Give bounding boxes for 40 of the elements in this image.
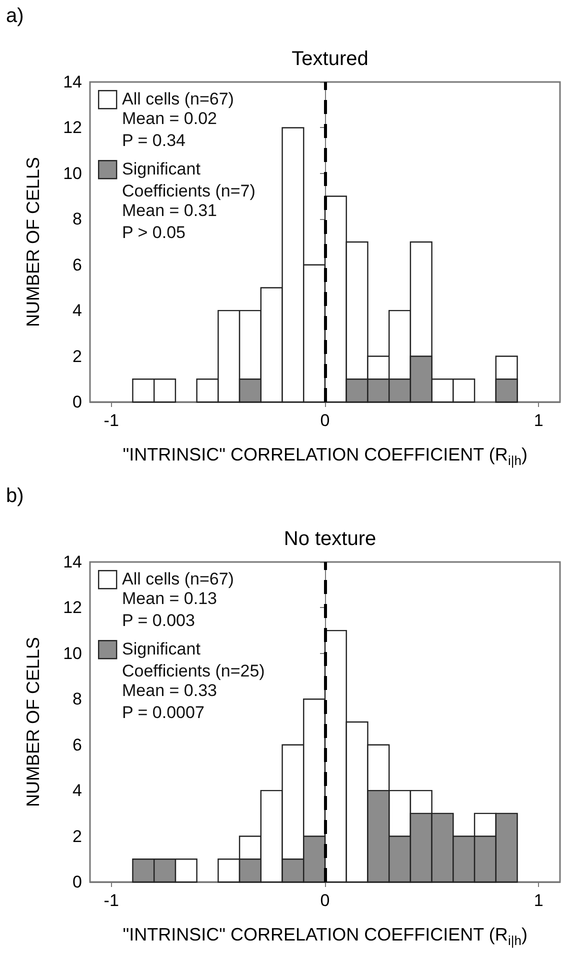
y-tick-label: 0 [72, 872, 82, 892]
y-tick-label: 2 [72, 826, 82, 846]
legend-label: All cells (n=67) [122, 90, 234, 108]
y-tick-label: 4 [72, 781, 82, 800]
text: a) [6, 5, 24, 27]
x-tick-label: -1 [104, 891, 119, 910]
text: b) [6, 485, 24, 507]
y-tick-label: 12 [63, 598, 82, 618]
x-tick-label: 1 [534, 411, 544, 430]
annotation: P > 0.05 [122, 223, 186, 242]
legend-label: All cells (n=67) [122, 570, 234, 588]
x-tick-label: 0 [320, 891, 330, 910]
y-tick-label: 6 [72, 735, 82, 754]
x-tick-label: 1 [534, 891, 544, 910]
y-tick-label: 10 [63, 164, 82, 183]
y-tick-label: 0 [72, 392, 82, 412]
y-axis-title: NUMBER OF CELLS [23, 156, 43, 328]
annotation: Mean = 0.33 [122, 681, 217, 700]
y-tick-label: 4 [72, 301, 82, 320]
x-tick-label: -1 [104, 411, 119, 430]
y-tick-label: 2 [72, 346, 82, 366]
y-tick-label: 8 [72, 690, 82, 709]
annotation: Mean = 0.13 [122, 589, 217, 608]
annotation: Mean = 0.02 [122, 109, 217, 128]
legend-label: Significant Coefficients (n=7) [122, 160, 256, 200]
y-tick-label: 8 [72, 210, 82, 229]
y-axis-title: NUMBER OF CELLS [23, 636, 43, 808]
y-tick-label: 14 [63, 72, 82, 92]
y-tick-label: 12 [63, 118, 82, 138]
annotation: Mean = 0.31 [122, 201, 217, 220]
annotation: P = 0.0007 [122, 703, 204, 722]
legend-label: Significant Coefficients (n=25) [122, 640, 265, 680]
y-tick-label: 10 [63, 644, 82, 663]
y-tick-label: 6 [72, 255, 82, 274]
y-tick-label: 14 [63, 552, 82, 572]
x-tick-label: 0 [320, 411, 330, 430]
annotation: P = 0.003 [122, 611, 195, 630]
chart-title: Textured [292, 48, 368, 70]
annotation: P = 0.34 [122, 131, 186, 150]
chart-title: No texture [284, 528, 376, 550]
